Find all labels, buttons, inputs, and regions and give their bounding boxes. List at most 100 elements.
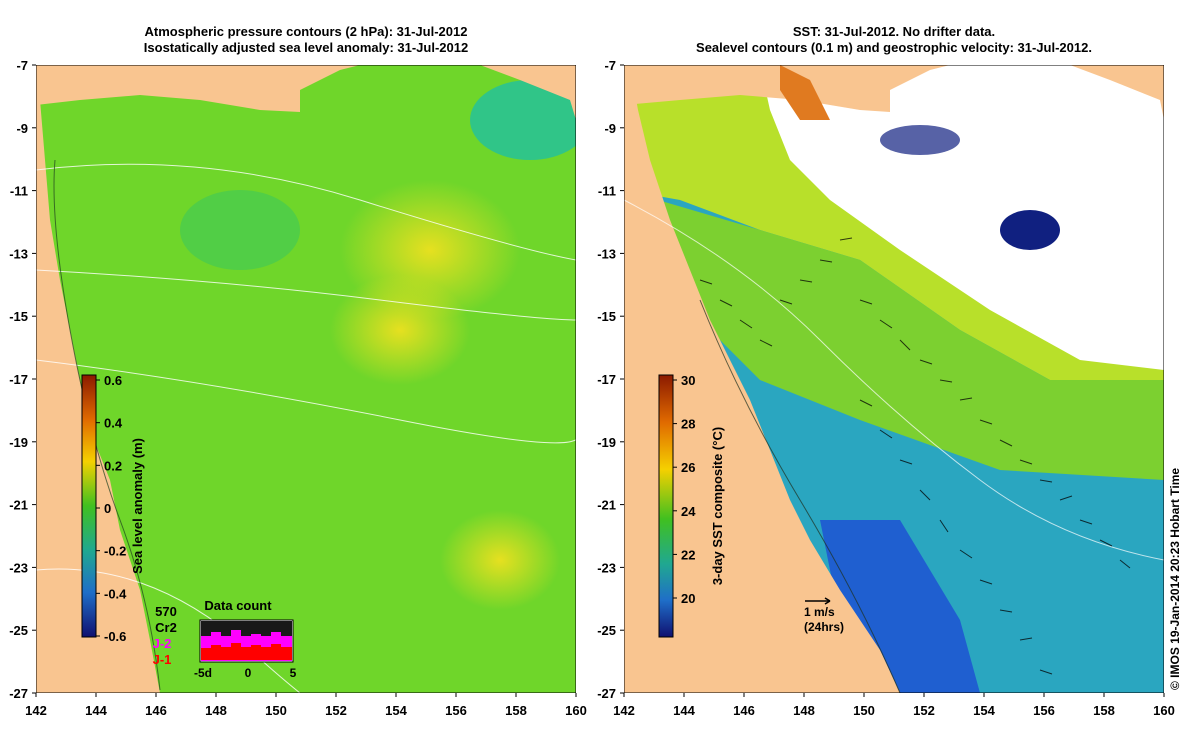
left-axes: 142 144 146 148 150 152 154 156 158 160 -7 -9 -11 -13… bbox=[9, 58, 587, 718]
colorbar-tick-label: 0.2 bbox=[104, 458, 122, 473]
velocity-arrows bbox=[699, 237, 1131, 675]
lon-tick-label: 160 bbox=[565, 703, 587, 718]
colorbar-tick-label: 28 bbox=[681, 417, 695, 432]
sla-colorbar-ticks: 0.6 0.4 0.2 0 -0.2 -0.4 -0.6 bbox=[96, 373, 127, 644]
pressure-contour bbox=[36, 359, 576, 444]
velocity-key-arrowhead bbox=[824, 597, 831, 605]
lon-tick-label: 156 bbox=[1033, 703, 1055, 718]
lat-tick-label: -23 bbox=[9, 560, 28, 575]
lat-tick-label: -27 bbox=[9, 686, 28, 701]
velocity-key-speed: 1 m/s bbox=[804, 605, 835, 619]
lat-tick-label: -13 bbox=[9, 246, 28, 261]
left-title-line2: Isostatically adjusted sea level anomaly… bbox=[143, 40, 469, 55]
colorbar-tick-label: 0.4 bbox=[104, 416, 123, 431]
sla-low-blob bbox=[180, 190, 300, 270]
sst-colorbar-label: 3-day SST composite (°C) bbox=[710, 427, 725, 585]
data-count-total: 570 bbox=[155, 604, 177, 619]
cloud-gap bbox=[760, 65, 1164, 370]
lon-tick-label: 160 bbox=[1153, 703, 1175, 718]
sst-map bbox=[624, 65, 1164, 693]
lat-tick-label: -27 bbox=[597, 686, 616, 701]
lon-tick-label: 142 bbox=[613, 703, 635, 718]
colorbar-tick-label: -0.6 bbox=[104, 629, 126, 644]
sealevel-contour bbox=[624, 199, 1164, 561]
sla-high-blob bbox=[330, 275, 470, 385]
lat-tick-label: -7 bbox=[604, 58, 616, 73]
lat-tick-label: -25 bbox=[9, 623, 28, 638]
sla-high-blob bbox=[440, 510, 560, 610]
lat-tick-label: -15 bbox=[597, 309, 616, 324]
satellite-label-j2: J-2 bbox=[153, 636, 172, 651]
colorbar-tick-label: 20 bbox=[681, 591, 695, 606]
lon-tick-label: 152 bbox=[325, 703, 347, 718]
lat-tick-label: -17 bbox=[597, 372, 616, 387]
pressure-contour bbox=[36, 269, 576, 321]
lon-tick-label: 154 bbox=[385, 703, 407, 718]
lat-tick-label: -17 bbox=[9, 372, 28, 387]
lat-tick-label: -25 bbox=[597, 623, 616, 638]
sst-colorbar-ticks: 30 28 26 24 22 20 bbox=[673, 373, 696, 606]
left-panel-title: Atmospheric pressure contours (2 hPa): 3… bbox=[36, 24, 576, 56]
right-panel-title: SST: 31-Jul-2012. No drifter data. Seale… bbox=[624, 24, 1164, 56]
sla-colorbar: 0.6 0.4 0.2 0 -0.2 -0.4 -0.6 Sea level anomaly… bbox=[81, 373, 145, 644]
lon-tick-label: 150 bbox=[853, 703, 875, 718]
velocity-key-period: (24hrs) bbox=[804, 620, 844, 634]
imos-credit: © IMOS 19-Jan-2014 20:23 Hobart Time bbox=[1168, 467, 1182, 690]
satellite-label-j1: J-1 bbox=[153, 652, 172, 667]
sla-map bbox=[36, 65, 576, 693]
count-bars-j1 bbox=[201, 643, 292, 660]
lat-tick-label: -9 bbox=[16, 121, 28, 136]
satellite-label-cr2: Cr2 bbox=[155, 620, 177, 635]
lat-tick-label: -19 bbox=[597, 435, 616, 450]
left-title-line1: Atmospheric pressure contours (2 hPa): 3… bbox=[144, 24, 468, 39]
lon-tick-label: 158 bbox=[1093, 703, 1115, 718]
queensland-landmass bbox=[624, 65, 900, 693]
lon-tick-label: 154 bbox=[973, 703, 995, 718]
warm-sst-patch bbox=[780, 65, 830, 120]
lon-tick-label: 142 bbox=[25, 703, 47, 718]
new-guinea-landmass bbox=[36, 65, 360, 112]
colorbar-tick-label: -0.4 bbox=[104, 586, 127, 601]
cloud-artifact bbox=[1000, 210, 1060, 250]
lon-tick-label: 150 bbox=[265, 703, 287, 718]
lat-tick-label: -23 bbox=[597, 560, 616, 575]
velocity-key: 1 m/s (24hrs) bbox=[804, 597, 844, 634]
data-count-title: Data count bbox=[204, 598, 272, 613]
island-landmass bbox=[1070, 65, 1164, 120]
colorbar-tick-label: 22 bbox=[681, 547, 695, 562]
shelf-contour bbox=[699, 299, 901, 693]
count-axis-tick: 5 bbox=[290, 666, 297, 680]
lon-tick-label: 152 bbox=[913, 703, 935, 718]
right-title-line2: Sealevel contours (0.1 m) and geostrophi… bbox=[696, 40, 1092, 55]
lon-tick-label: 144 bbox=[673, 703, 695, 718]
lon-tick-label: 146 bbox=[733, 703, 755, 718]
sst-colorbar: 30 28 26 24 22 20 3-day SST composite (°C) bbox=[658, 373, 725, 638]
count-axis-tick: -5d bbox=[194, 666, 212, 680]
lat-tick-label: -15 bbox=[9, 309, 28, 324]
data-count-inset: Data count 570 Cr2 J-2 J-1 -5d 0 5 bbox=[153, 598, 297, 680]
sst-colorbar-bar bbox=[658, 374, 674, 638]
sla-colorbar-label: Sea level anomaly (m) bbox=[130, 438, 145, 574]
colorbar-tick-label: 24 bbox=[681, 504, 696, 519]
lon-tick-label: 144 bbox=[85, 703, 107, 718]
colorbar-tick-label: 30 bbox=[681, 373, 695, 388]
lat-tick-label: -21 bbox=[597, 498, 616, 513]
lat-tick-label: -21 bbox=[9, 498, 28, 513]
lon-tick-label: 148 bbox=[793, 703, 815, 718]
colorbar-tick-label: 0 bbox=[104, 501, 111, 516]
right-title-line1: SST: 31-Jul-2012. No drifter data. bbox=[792, 24, 996, 39]
right-axes: 142 144 146 148 150 152 154 156 158 160 -7 -9 -11 -13… bbox=[597, 58, 1175, 718]
queensland-landmass bbox=[36, 65, 160, 693]
lat-tick-label: -9 bbox=[604, 121, 616, 136]
lat-tick-label: -19 bbox=[9, 435, 28, 450]
lon-tick-label: 156 bbox=[445, 703, 467, 718]
count-axis-tick: 0 bbox=[245, 666, 252, 680]
sla-low-blob bbox=[470, 80, 576, 160]
lon-tick-label: 158 bbox=[505, 703, 527, 718]
data-count-bars bbox=[201, 621, 292, 661]
lon-tick-label: 146 bbox=[145, 703, 167, 718]
sst-mid-zone bbox=[624, 190, 1164, 480]
island-landmass bbox=[480, 65, 576, 120]
lat-tick-label: -11 bbox=[598, 184, 616, 199]
